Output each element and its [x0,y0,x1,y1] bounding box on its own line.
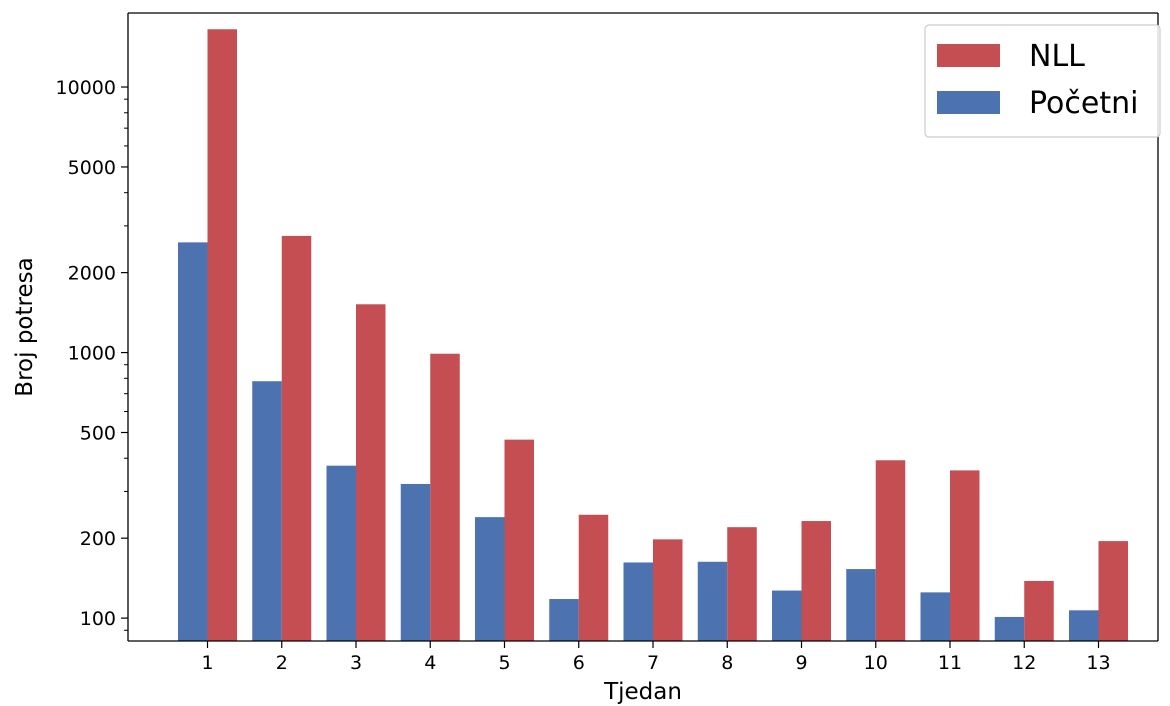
bar-nll-13 [1098,541,1128,641]
x-tick-label: 5 [498,652,510,674]
bar-nll-3 [356,304,386,641]
x-tick-label: 11 [938,652,962,674]
x-tick-label: 7 [647,652,659,674]
x-tick-label: 8 [721,652,733,674]
bar-pocetni-6 [549,599,579,641]
bar-nll-2 [281,235,312,641]
x-ticks-group: 1 2 3 4 5 6 7 8 9 10 11 12 13 [201,641,1111,674]
bar-nll-8 [727,527,757,641]
bar-nll-7 [653,539,683,641]
x-tick-label: 12 [1012,652,1036,674]
x-tick-label: 3 [350,652,362,674]
legend: NLL Početni [924,24,1161,138]
bar-nll-5 [504,439,534,641]
y-tick-label: 5000 [68,157,116,179]
y-ticks-group: 100 200 500 1000 2000 5000 10000 [56,77,128,631]
bar-nll-10 [875,460,906,641]
bar-nll-12 [1024,580,1054,641]
bar-pocetni-7 [623,562,653,641]
bar-pocetni-9 [772,590,802,641]
y-tick-label: 500 [80,423,116,445]
bars-group [178,29,1128,642]
bar-pocetni-12 [994,616,1025,641]
bar-pocetni-1 [178,242,208,641]
bar-nll-9 [801,521,831,641]
bar-pocetni-3 [326,465,356,641]
y-axis-label: Broj potresa [12,257,38,396]
bar-nll-6 [578,514,609,641]
bar-nll-4 [430,353,460,641]
bar-pocetni-13 [1069,610,1099,641]
y-tick-label: 200 [80,528,116,550]
bar-pocetni-10 [846,569,876,641]
y-tick-label: 2000 [68,263,116,285]
x-tick-label: 6 [573,652,585,674]
y-tick-label: 1000 [68,343,116,365]
bar-pocetni-11 [920,592,950,641]
y-tick-label: 10000 [56,77,116,99]
bar-nll-1 [207,29,237,642]
x-tick-label: 13 [1086,652,1110,674]
x-tick-label: 9 [795,652,807,674]
bar-pocetni-2 [252,381,282,641]
bar-nll-11 [950,470,980,641]
x-tick-label: 4 [424,652,436,674]
legend-swatch [937,44,1000,67]
x-tick-label: 10 [864,652,888,674]
x-axis-label: Tjedan [603,679,682,705]
x-tick-label: 1 [201,652,213,674]
bar-pocetni-5 [475,517,505,641]
bar-pocetni-8 [697,561,728,641]
bar-pocetni-4 [400,483,431,641]
legend-swatch [937,91,1000,114]
legend-label: Početni [1029,86,1138,121]
legend-label: NLL [1029,39,1085,74]
x-tick-label: 2 [276,652,288,674]
y-tick-label: 100 [80,608,116,630]
